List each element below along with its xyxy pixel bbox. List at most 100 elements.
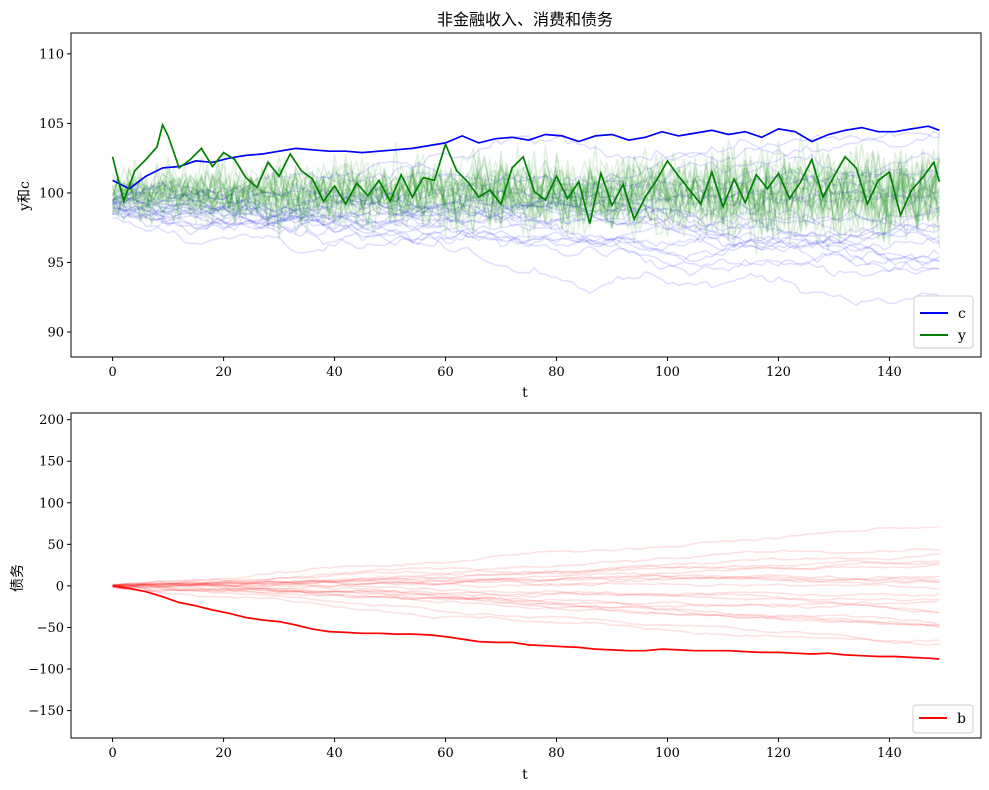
background-debt-path xyxy=(112,575,940,588)
background-debt-path xyxy=(112,574,940,587)
background-income-path xyxy=(112,151,941,230)
background-income-path xyxy=(111,132,941,241)
x-tick-label: 120 xyxy=(766,746,791,761)
y-tick-label: 50 xyxy=(47,538,64,553)
bottom-chart-panel: 0 20 40 60 80 100 120 140 −150 −100 −50 0 50 100 150 20… xyxy=(10,412,982,783)
background-debt-path xyxy=(112,583,940,628)
background-debt-path xyxy=(112,553,940,588)
background-consumption-path xyxy=(112,200,940,245)
background-consumption-path xyxy=(112,206,940,262)
axes-frame: 0 20 40 60 80 100 120 140 90 95 100 105 110 xyxy=(39,32,982,380)
background-consumption-path xyxy=(112,212,940,266)
background-debt-path xyxy=(112,560,940,586)
background-consumption-path xyxy=(111,192,940,272)
background-income-path xyxy=(112,149,940,236)
background-debt-path xyxy=(112,548,940,588)
background-consumption-path xyxy=(112,199,940,264)
background-consumption-path xyxy=(112,187,940,234)
background-debt-path xyxy=(112,583,940,626)
x-tick-label: 80 xyxy=(548,746,565,761)
background-debt-path xyxy=(112,585,940,628)
y-tick-label: −50 xyxy=(37,621,64,636)
background-income-path xyxy=(111,150,941,239)
background-debt-path xyxy=(112,559,940,586)
main-series xyxy=(111,122,941,224)
x-tick-label: 0 xyxy=(108,365,116,380)
background-income-path xyxy=(112,152,941,235)
background-income-path xyxy=(112,140,941,246)
background-income-path xyxy=(111,138,941,240)
background-income-path xyxy=(111,145,941,245)
background-income-path xyxy=(111,146,941,249)
background-trajectories xyxy=(111,130,941,307)
x-tick-label: 40 xyxy=(326,746,343,761)
plot-frame xyxy=(70,32,982,358)
x-tick-label: 140 xyxy=(877,746,902,761)
background-debt-path xyxy=(112,584,940,614)
background-consumption-path xyxy=(112,176,940,218)
x-tick-label: 60 xyxy=(437,746,454,761)
x-axis-label: t xyxy=(522,385,528,401)
background-debt-path xyxy=(112,574,940,589)
x-tick-label: 20 xyxy=(215,365,232,380)
x-tick-label: 80 xyxy=(548,365,565,380)
x-tick-label: 20 xyxy=(215,746,232,761)
x-tick-label: 100 xyxy=(655,365,680,380)
background-debt-path xyxy=(112,582,940,602)
plot-frame xyxy=(70,412,982,739)
y-tick-label: 100 xyxy=(39,186,64,201)
series-line-c xyxy=(112,125,940,190)
y-tick-label: 110 xyxy=(39,47,64,62)
x-tick-label: 140 xyxy=(877,365,902,380)
background-consumption-path xyxy=(112,130,940,205)
background-debt-path xyxy=(112,586,940,643)
background-consumption-path xyxy=(112,170,940,236)
series-line-y xyxy=(111,122,941,224)
background-debt-path xyxy=(112,563,940,587)
background-debt-path xyxy=(112,586,940,646)
background-income-path xyxy=(112,145,941,248)
x-tick-label: 100 xyxy=(655,746,680,761)
background-debt-path xyxy=(112,578,940,590)
x-axis-label: t xyxy=(522,767,528,783)
y-tick-label: 0 xyxy=(56,579,64,594)
background-income-path xyxy=(111,149,941,238)
x-tick-label: 120 xyxy=(766,365,791,380)
chart-title: 非金融收入、消费和债务 xyxy=(437,10,613,29)
background-debt-path xyxy=(112,580,940,605)
background-income-path xyxy=(112,141,941,245)
legend: b xyxy=(912,704,974,734)
y-axis-label: y和c xyxy=(17,181,33,212)
y-tick-label: 90 xyxy=(47,325,64,340)
series-line-b xyxy=(112,585,940,660)
background-income-path xyxy=(112,148,941,239)
background-consumption-path xyxy=(112,196,940,241)
y-tick-label: 100 xyxy=(39,496,64,511)
background-consumption-path xyxy=(112,200,940,236)
legend-label-y: y xyxy=(957,328,966,344)
y-tick-label: −150 xyxy=(28,704,64,719)
legend: c y xyxy=(913,295,974,349)
y-tick-label: 105 xyxy=(39,117,64,132)
background-consumption-path xyxy=(112,184,940,252)
background-consumption-path xyxy=(112,187,940,278)
axes-frame: 0 20 40 60 80 100 120 140 −150 −100 −50 0 50 100 150 20… xyxy=(28,412,982,761)
background-income-path xyxy=(111,143,941,225)
x-tick-label: 60 xyxy=(437,365,454,380)
x-tick-label: 40 xyxy=(326,365,343,380)
y-axis-label: 债务 xyxy=(10,564,26,592)
background-debt-path xyxy=(112,583,940,614)
main-series xyxy=(112,585,940,660)
background-income-path xyxy=(111,148,941,237)
top-chart-panel: 非金融收入、消费和债务 0 20 40 60 80 100 120 140 90 95 100 105… xyxy=(17,10,982,401)
y-tick-label: 95 xyxy=(47,256,64,271)
background-debt-path xyxy=(112,585,940,626)
background-consumption-path xyxy=(112,130,940,222)
y-tick-label: −100 xyxy=(28,663,64,678)
background-income-path xyxy=(111,153,940,235)
background-income-path xyxy=(112,149,941,236)
legend-label-b: b xyxy=(957,711,966,727)
background-income-path xyxy=(112,145,941,240)
background-debt-path xyxy=(112,525,940,586)
